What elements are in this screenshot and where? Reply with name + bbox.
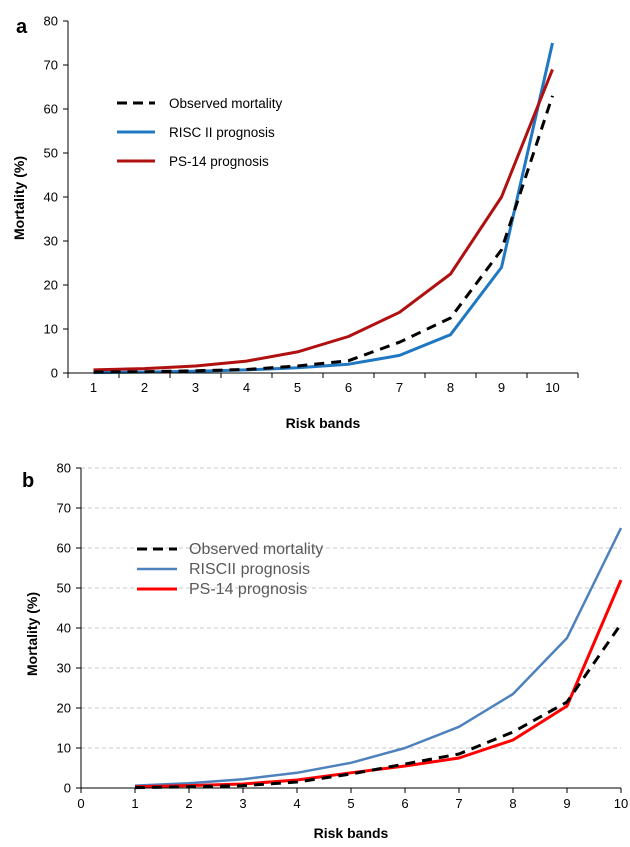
panel-a-x-ticks: 1 2 3 4 5 6 7 8 9 10	[67, 373, 579, 395]
x-tick-label: 7	[455, 796, 462, 811]
x-tick-label: 10	[614, 796, 628, 811]
series-line-observed-mortality	[134, 623, 623, 790]
y-tick-label: 60	[57, 541, 71, 556]
x-tick-label: 4	[243, 380, 250, 395]
y-tick-label: 10	[44, 322, 58, 337]
legend-label: RISCII prognosis	[189, 561, 310, 578]
panel-b-x-ticks: 0 1 2 3 4 5 6 7 8 9 10	[77, 788, 628, 811]
x-tick-label: 5	[294, 380, 301, 395]
x-tick-label: 2	[185, 796, 192, 811]
x-tick-label: 8	[509, 796, 516, 811]
y-tick-label: 30	[44, 234, 58, 249]
y-tick-label: 80	[57, 461, 71, 476]
x-tick-label: 3	[192, 380, 199, 395]
panel-b-legend: Observed mortality RISCII prognosis PS-14 …	[137, 541, 323, 598]
x-tick-label: 7	[396, 380, 403, 395]
y-tick-label: 50	[44, 146, 58, 161]
panel-b-y-ticks: 0 10 20 30 40 50 60 70 80	[57, 461, 81, 796]
y-tick-label: 50	[57, 581, 71, 596]
legend-label: Observed mortality	[189, 541, 323, 558]
panel-b-series	[134, 527, 623, 790]
panel-a-y-axis-title: Mortality (%)	[11, 156, 27, 240]
panel-a-chart: a Mortality (%) Risk bands 0102030405060…	[11, 14, 579, 431]
y-tick-label: 60	[44, 102, 58, 117]
y-tick-label: 70	[44, 58, 58, 73]
x-tick-label: 1	[90, 380, 97, 395]
x-tick-label: 9	[498, 380, 505, 395]
x-tick-label: 8	[447, 380, 454, 395]
x-tick-label: 6	[401, 796, 408, 811]
panel-b-x-axis-title: Risk bands	[314, 825, 389, 841]
series-line-observed-mortality	[93, 95, 554, 374]
panel-a-y-ticks: 0 10 20 30 40 50 60 70 80	[44, 14, 68, 381]
x-tick-label: 4	[293, 796, 300, 811]
legend-label: RISC II prognosis	[169, 125, 275, 140]
y-tick-label: 10	[57, 741, 71, 756]
panel-a-x-axis-title: Risk bands	[286, 415, 361, 431]
x-tick-label: 0	[77, 796, 84, 811]
panel-b-chart: b Mortality (%) Risk bands 0102030405060…	[22, 461, 628, 842]
x-tick-label: 1	[131, 796, 138, 811]
series-line-ps-14-prognosis	[93, 68, 554, 372]
y-tick-label: 0	[64, 781, 71, 796]
y-tick-label: 30	[57, 661, 71, 676]
legend-label: PS-14 prognosis	[189, 581, 307, 598]
x-tick-label: 6	[345, 380, 352, 395]
panel-b-letter: b	[22, 470, 34, 492]
x-tick-label: 10	[545, 380, 559, 395]
panel-a-letter: a	[16, 16, 28, 38]
x-tick-label: 9	[563, 796, 570, 811]
y-tick-label: 0	[51, 366, 58, 381]
y-tick-label: 80	[44, 14, 58, 29]
y-tick-label: 40	[44, 190, 58, 205]
series-line-risc-ii-prognosis	[93, 42, 554, 375]
series-line-riscii-prognosis	[134, 527, 623, 787]
panel-a-series	[93, 42, 554, 375]
x-tick-label: 5	[347, 796, 354, 811]
legend-label: PS-14 prognosis	[169, 154, 269, 169]
panel-b-y-axis-title: Mortality (%)	[24, 592, 40, 676]
y-tick-label: 20	[44, 278, 58, 293]
y-tick-label: 20	[57, 701, 71, 716]
y-tick-label: 70	[57, 501, 71, 516]
panel-a-legend: Observed mortality RISC II prognosis PS-14…	[117, 96, 283, 169]
x-tick-label: 2	[141, 380, 148, 395]
legend-label: Observed mortality	[169, 96, 283, 111]
x-tick-label: 3	[239, 796, 246, 811]
panel-b-gridlines	[81, 467, 621, 749]
y-tick-label: 40	[57, 621, 71, 636]
